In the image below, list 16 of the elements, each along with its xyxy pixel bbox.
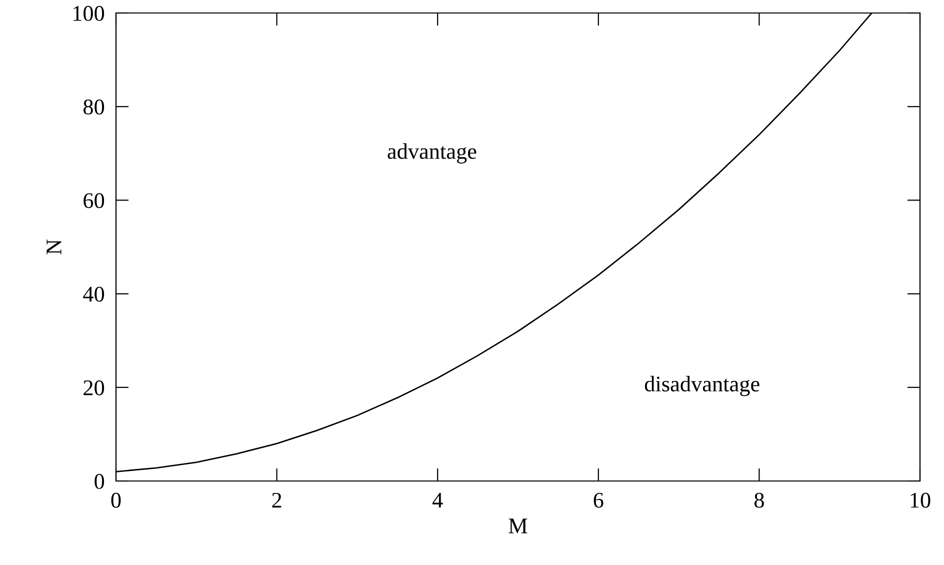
x-tick-label: 2 xyxy=(272,492,282,508)
y-tick-label: 100 xyxy=(74,6,104,21)
y-tick-label: 80 xyxy=(84,100,104,115)
x-axis-title: M xyxy=(508,518,528,534)
x-tick-label: 8 xyxy=(754,492,764,508)
x-tick-label: 6 xyxy=(594,492,604,508)
y-tick-label: 40 xyxy=(83,286,104,302)
x-tick-label: 10 xyxy=(910,492,930,508)
x-tick-label: 4 xyxy=(432,492,443,508)
y-tick-label: 60 xyxy=(84,193,104,208)
y-tick-label: 20 xyxy=(84,380,104,396)
y-tick-label: 0 xyxy=(94,474,104,489)
y-axis-title: N xyxy=(46,239,62,254)
annotation: disadvantage xyxy=(644,376,760,396)
annotation: advantage xyxy=(388,143,476,164)
x-tick-label: 0 xyxy=(111,492,121,508)
